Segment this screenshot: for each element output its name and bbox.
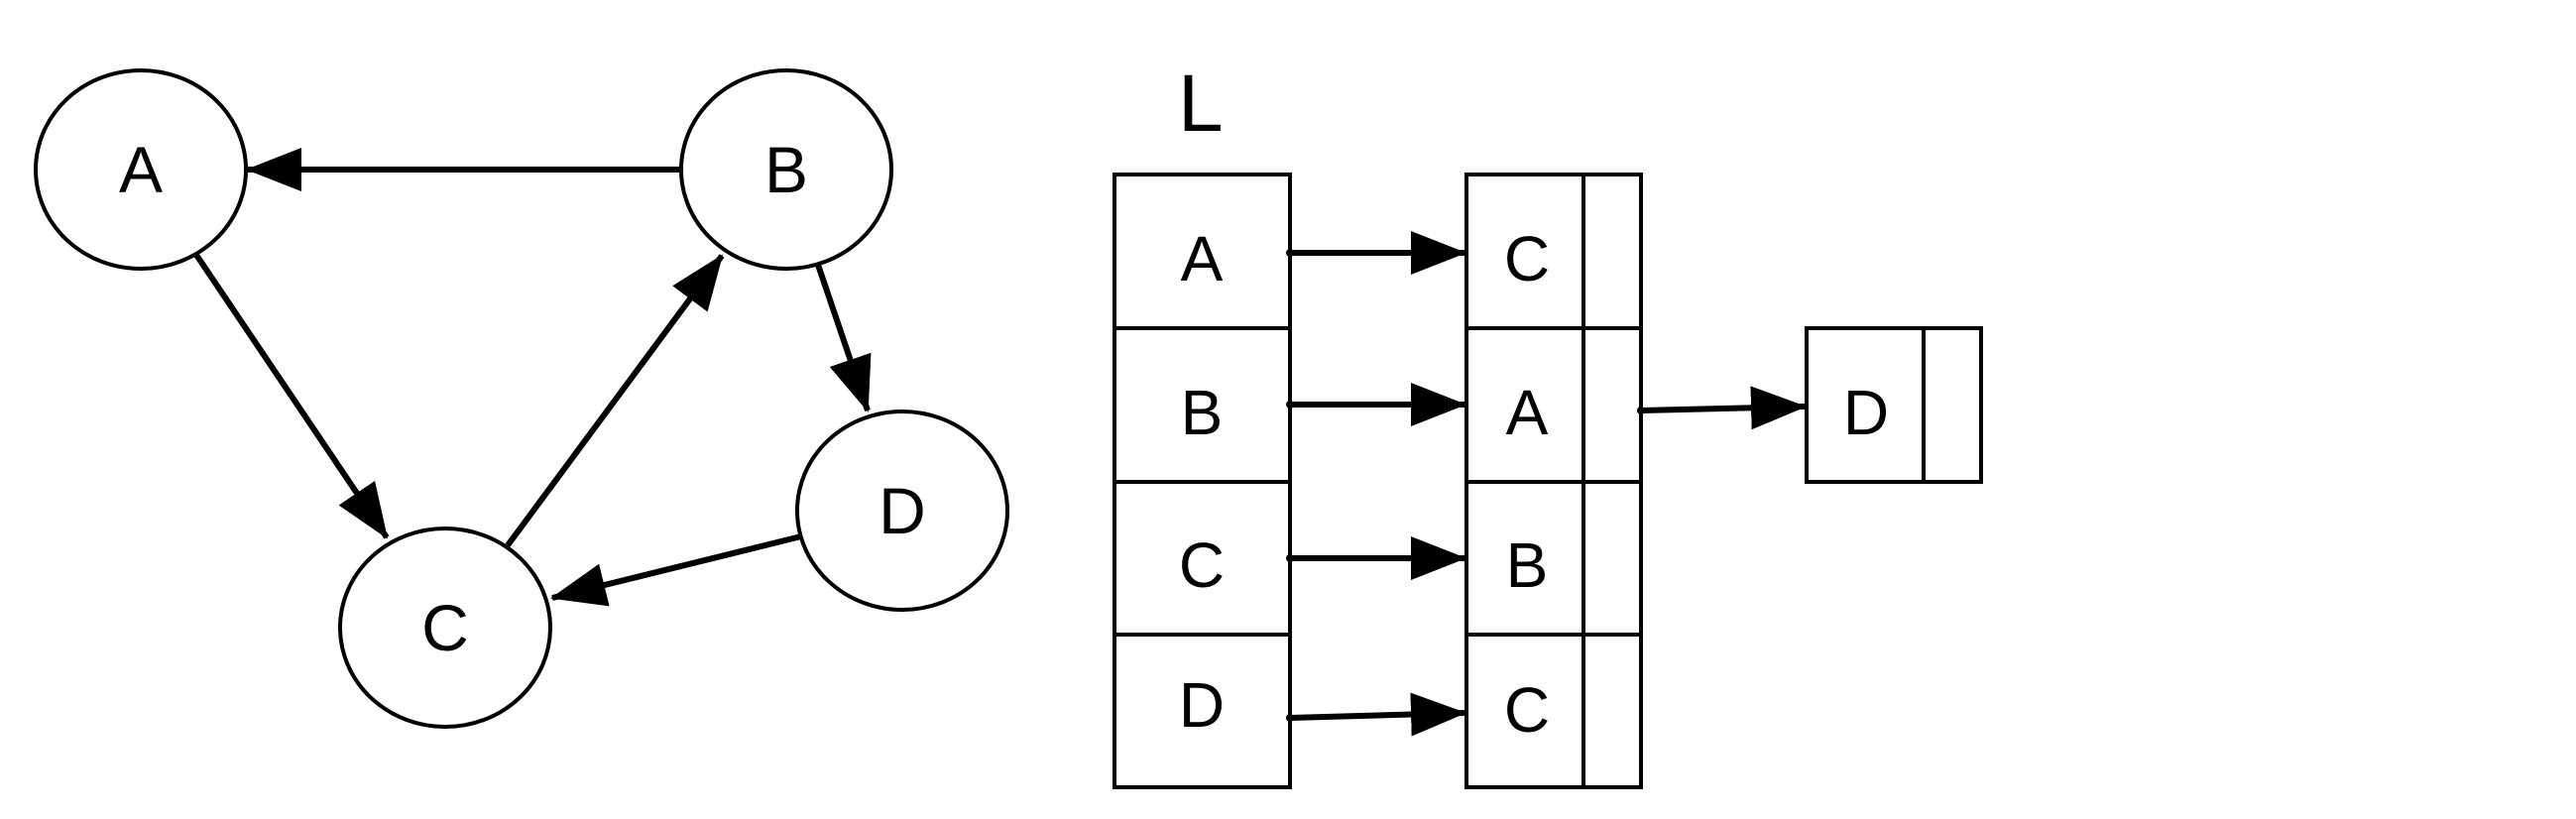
graph: A B C D	[34, 68, 1009, 729]
list-node-label: B	[1506, 529, 1549, 601]
list-node-b2-next	[1922, 326, 1983, 484]
edge-b-to-d	[815, 264, 872, 412]
list-node-column	[1464, 173, 1643, 789]
graph-node-c: C	[338, 526, 552, 729]
list-node-b2-value	[1805, 326, 1926, 484]
list-node-c-value	[1464, 480, 1585, 637]
head-array	[1112, 173, 1292, 789]
graph-node-b: B	[679, 68, 893, 271]
list-title: L	[1178, 58, 1224, 149]
pointer-arrows	[1289, 231, 1807, 737]
list-node-label: A	[1506, 377, 1549, 448]
list-node-b-second	[1805, 326, 1983, 484]
graph-node-d: D	[795, 410, 1009, 612]
list-node-c-next	[1581, 480, 1643, 637]
edge-c-to-b	[505, 254, 725, 547]
graph-node-label: A	[119, 133, 163, 206]
graph-node-label: B	[764, 133, 808, 206]
list-node-a-next	[1581, 173, 1643, 330]
list-node-b-next	[1581, 326, 1643, 484]
head-cell-label: B	[1181, 377, 1224, 448]
pointer-arrow-b-next	[1640, 386, 1807, 430]
graph-node-label: C	[421, 591, 469, 664]
graph-node-label: D	[878, 474, 926, 547]
list-node-a-value	[1464, 173, 1585, 330]
edge-d-to-c	[550, 533, 802, 607]
list-node-label: D	[1843, 377, 1889, 448]
adjacency-list: L A B C D C A B C	[1112, 58, 1983, 789]
head-cell-label: A	[1181, 223, 1224, 294]
list-node-d-next	[1581, 633, 1643, 789]
head-cell-label: D	[1179, 669, 1225, 741]
head-cell-label: C	[1179, 529, 1225, 601]
pointer-dots	[1286, 249, 1645, 722]
edge-a-to-c	[193, 253, 390, 539]
list-node-label: C	[1504, 223, 1550, 294]
list-node-label: C	[1504, 674, 1550, 746]
graph-node-a: A	[34, 68, 248, 271]
pointer-arrow-d	[1289, 692, 1466, 737]
head-cell-d	[1112, 633, 1292, 789]
head-cell-c	[1112, 480, 1292, 637]
